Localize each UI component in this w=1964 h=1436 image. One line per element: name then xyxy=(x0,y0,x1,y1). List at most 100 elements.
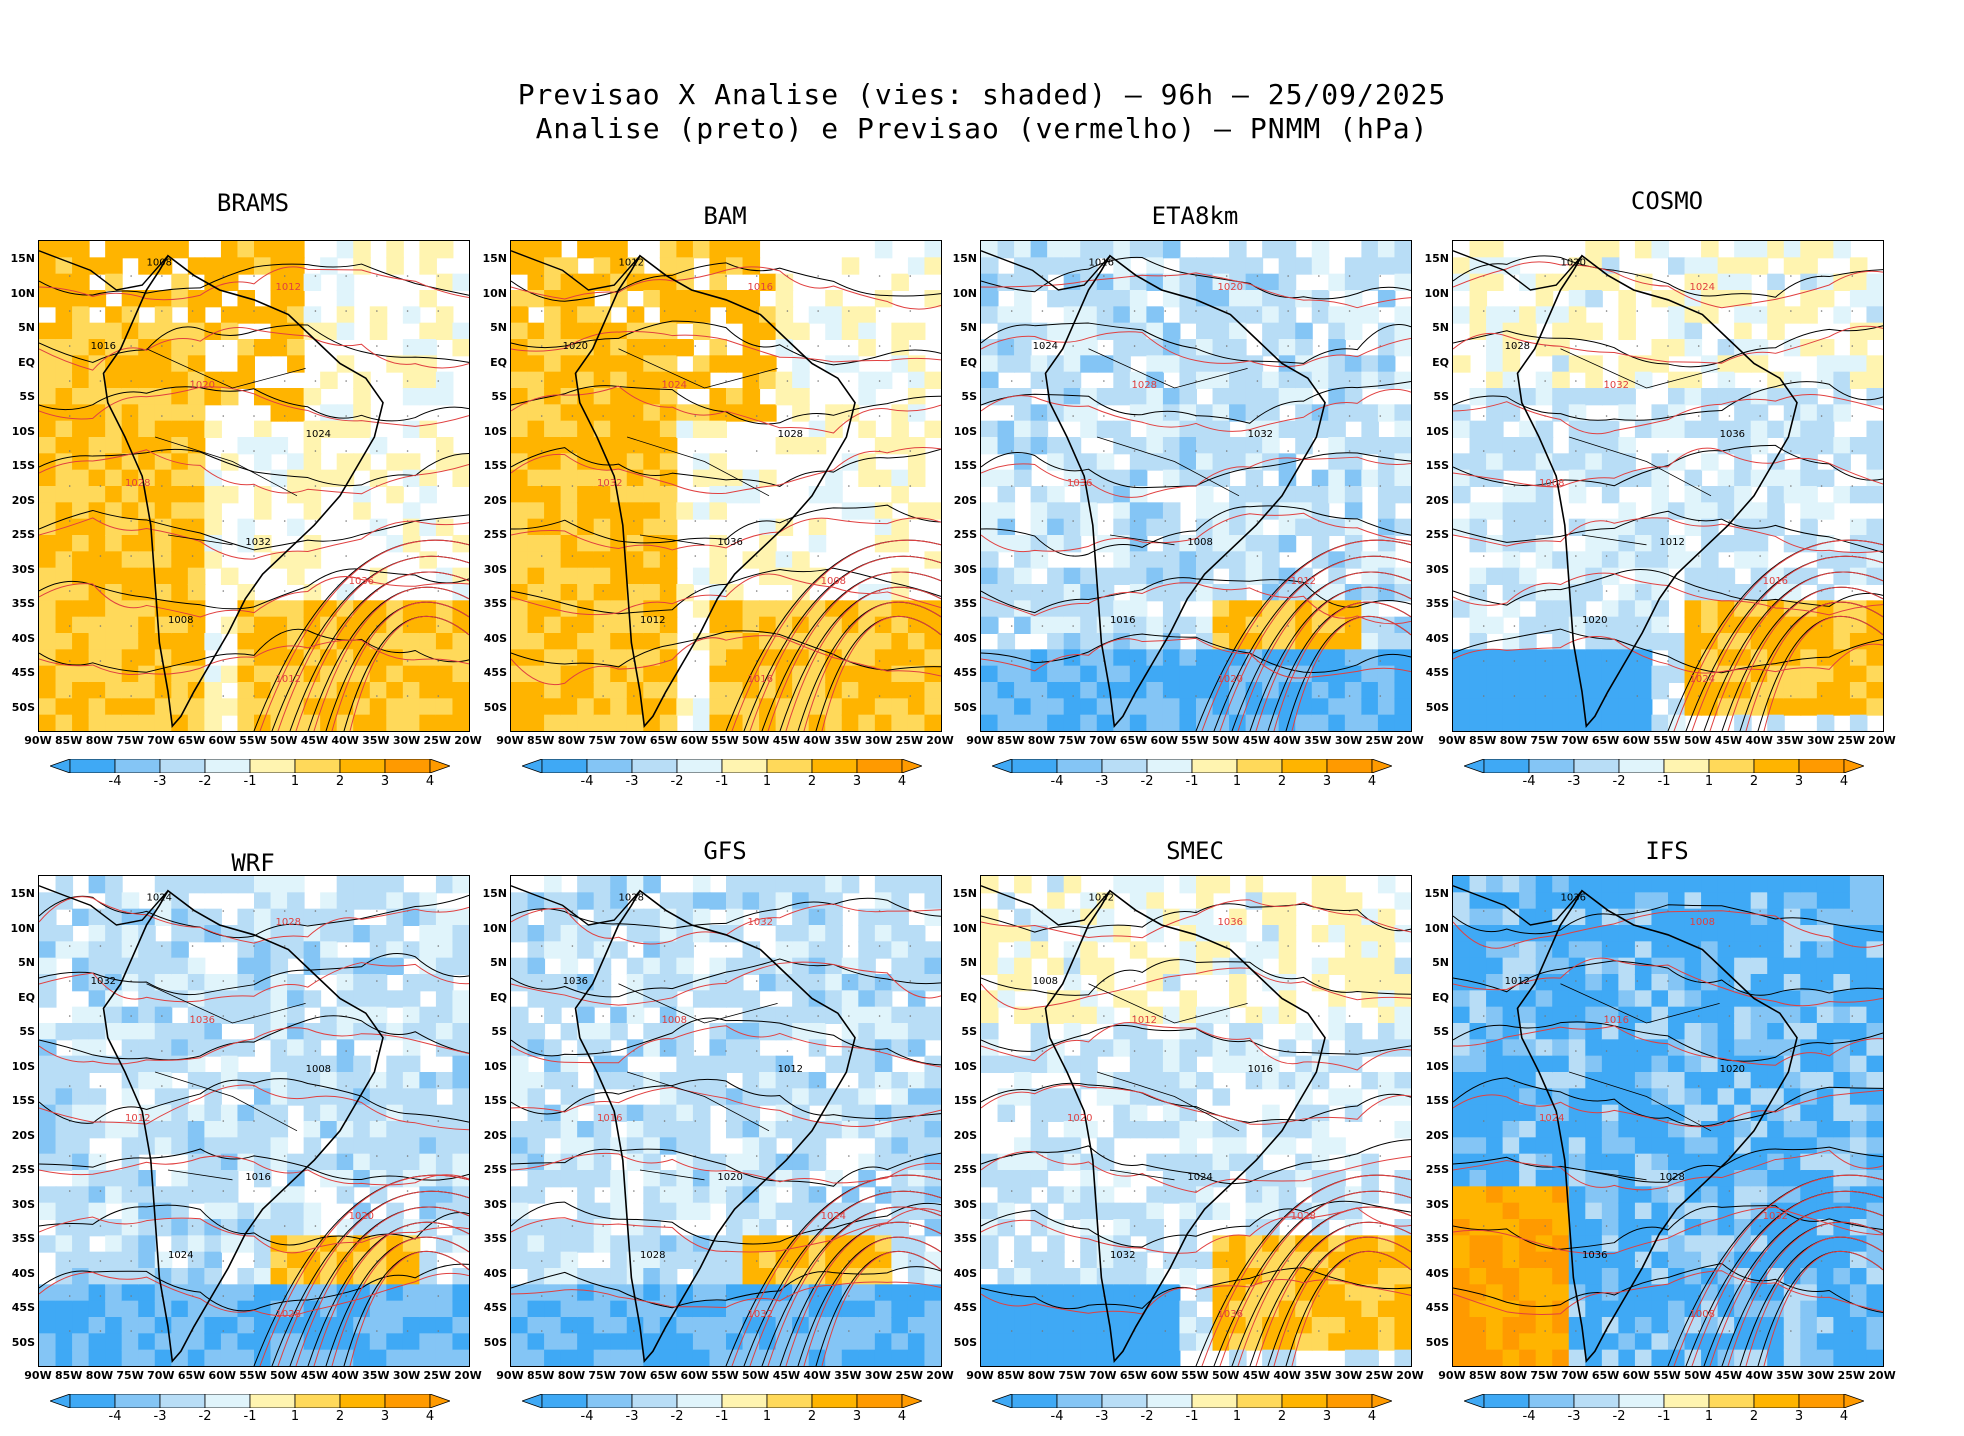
bias-cell xyxy=(841,355,860,373)
bias-cell xyxy=(287,1023,305,1041)
bias-cell xyxy=(742,1055,761,1073)
grid-dot xyxy=(314,310,317,312)
bias-cell xyxy=(1229,273,1247,291)
bias-cell xyxy=(1519,388,1537,406)
bias-cell xyxy=(402,908,421,926)
bias-cell xyxy=(1377,714,1396,731)
bias-cell xyxy=(1162,535,1181,553)
bias-cell xyxy=(808,1251,827,1269)
grid-dot xyxy=(909,415,912,417)
analysis-isobar xyxy=(39,568,469,610)
bias-cell xyxy=(759,1006,777,1024)
bias-cell xyxy=(1717,600,1736,618)
bias-cell xyxy=(88,665,107,683)
bias-cell xyxy=(907,925,926,943)
isobar-label: 1032 xyxy=(91,976,116,987)
bias-cell xyxy=(154,1088,173,1106)
bias-cell xyxy=(72,1251,90,1269)
bias-cell xyxy=(1361,600,1379,618)
bias-cell xyxy=(759,273,777,291)
bias-cell xyxy=(204,633,222,651)
bias-cell xyxy=(924,1170,941,1188)
forecast-isobar xyxy=(1453,447,1883,488)
bias-cell xyxy=(320,908,338,926)
grid-dot xyxy=(633,345,635,347)
bias-cell xyxy=(742,990,761,1008)
bias-cell xyxy=(981,388,999,406)
bias-cell xyxy=(287,649,305,667)
grid-dot xyxy=(540,625,543,627)
grid-dot xyxy=(817,380,819,382)
bias-cell xyxy=(1469,584,1488,602)
bias-cell xyxy=(287,1349,305,1366)
longitude-label: 60W xyxy=(680,734,708,747)
bias-cell xyxy=(759,1121,777,1139)
bias-cell xyxy=(1146,355,1164,373)
bias-cell xyxy=(924,1006,941,1024)
grid-dot xyxy=(222,1330,225,1332)
grid-dot xyxy=(1103,520,1105,522)
isobar-label: 1028 xyxy=(276,917,301,928)
bias-cell xyxy=(792,1006,810,1024)
grid-dot xyxy=(314,590,317,592)
forecast-isobar xyxy=(295,1206,469,1366)
bias-cell xyxy=(610,339,628,357)
bias-cell xyxy=(187,469,206,487)
bias-cell xyxy=(1162,322,1181,340)
bias-cell xyxy=(386,616,404,634)
bias-cell xyxy=(1030,241,1049,259)
bias-cell xyxy=(138,1317,156,1335)
bias-cell xyxy=(527,1186,546,1204)
grid-dot xyxy=(848,275,850,277)
bias-cell xyxy=(808,714,827,731)
bias-cell xyxy=(1651,633,1669,651)
bias-cell xyxy=(452,941,469,959)
bias-cell xyxy=(775,649,794,667)
grid-dot xyxy=(1195,275,1197,277)
bias-cell xyxy=(72,974,90,992)
bias-cell xyxy=(775,306,794,324)
bias-cell xyxy=(353,892,371,910)
bias-cell xyxy=(1063,518,1082,536)
bias-cell xyxy=(742,1186,761,1204)
bias-cell xyxy=(858,1219,876,1237)
bias-cell xyxy=(237,371,255,389)
grid-dot xyxy=(633,520,635,522)
bias-cell xyxy=(1601,388,1620,406)
bias-cell xyxy=(1328,453,1346,471)
bias-cell xyxy=(792,665,810,683)
bias-cell xyxy=(643,388,661,406)
bias-cell xyxy=(419,633,437,651)
bias-cell xyxy=(1394,518,1411,536)
bias-cell xyxy=(792,584,810,602)
bias-cell xyxy=(369,957,388,975)
bias-cell xyxy=(676,584,694,602)
bias-cell xyxy=(692,714,711,731)
longitude-label: 75W xyxy=(116,1369,144,1382)
grid-dot xyxy=(1379,275,1382,277)
bias-cell xyxy=(1129,698,1148,716)
bias-cell xyxy=(1245,600,1264,618)
grid-dot xyxy=(1348,660,1351,662)
bias-cell xyxy=(402,453,421,471)
bias-cell xyxy=(981,682,999,700)
bias-cell xyxy=(676,241,694,259)
bias-cell xyxy=(187,714,206,731)
grid-dot xyxy=(1256,380,1259,382)
bias-cell xyxy=(544,925,562,943)
isobar-label: 1024 xyxy=(662,380,687,391)
bias-cell xyxy=(1328,714,1346,731)
grid-dot xyxy=(817,310,819,312)
bias-cell xyxy=(676,1333,694,1351)
bias-cell xyxy=(544,1006,562,1024)
bias-cell xyxy=(369,1333,388,1351)
longitude-label: 35W xyxy=(362,1369,390,1382)
bias-cell xyxy=(527,616,546,634)
country-border xyxy=(1568,436,1712,497)
central-america-coastline xyxy=(39,885,169,926)
bias-cell xyxy=(1519,437,1537,455)
bias-cell xyxy=(676,1317,694,1335)
bias-cell xyxy=(891,404,909,422)
grid-dot xyxy=(725,660,727,662)
bias-cell xyxy=(874,990,893,1008)
